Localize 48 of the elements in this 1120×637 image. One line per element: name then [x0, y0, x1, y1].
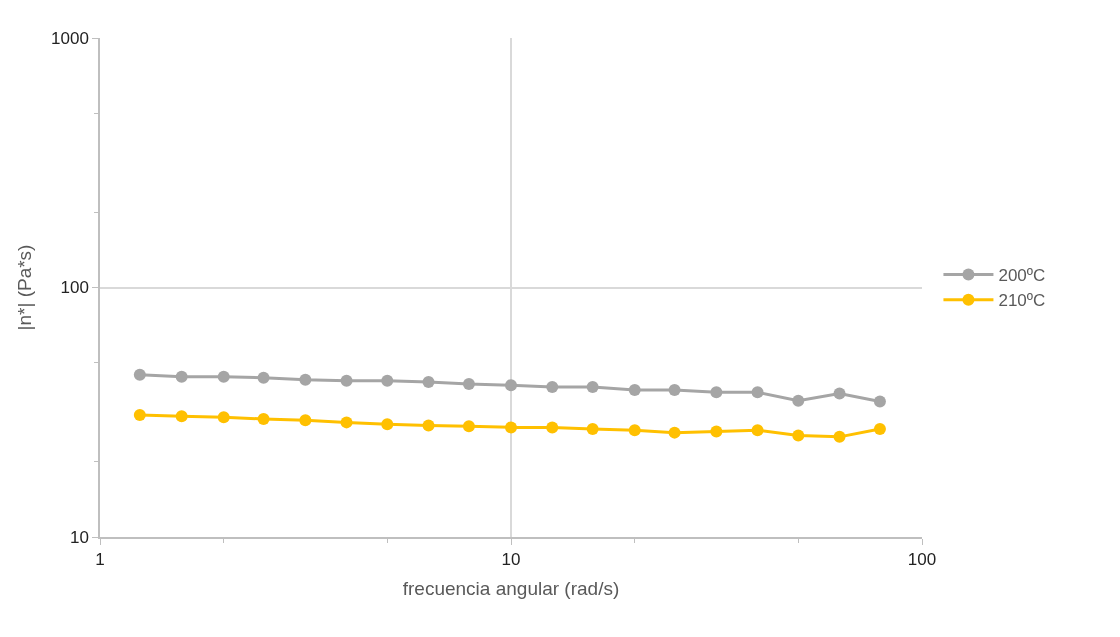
point: [133, 409, 146, 422]
point: [833, 430, 846, 443]
x-axis-title: frecuencia angular (rad/s): [402, 578, 620, 600]
point: [299, 414, 312, 427]
point: [710, 386, 723, 399]
point: [751, 386, 764, 399]
y-tick-label: 100: [60, 278, 89, 298]
point: [751, 424, 764, 437]
point: [217, 411, 230, 424]
point: [873, 395, 886, 408]
point: [586, 422, 599, 435]
x-tick-label: 100: [907, 550, 937, 570]
x-tick-label: 10: [501, 550, 521, 570]
point: [873, 422, 886, 435]
point: [628, 424, 641, 437]
point: [299, 373, 312, 386]
point: [505, 379, 517, 392]
point: [792, 394, 805, 407]
point: [668, 384, 681, 397]
legend-label: 210ºC: [998, 291, 1046, 311]
point: [422, 376, 435, 389]
y-axis-title: |n*| (Pa*s): [14, 244, 36, 331]
point: [586, 381, 599, 394]
point: [422, 419, 435, 432]
point: [217, 370, 230, 383]
point: [340, 416, 353, 429]
point: [546, 381, 559, 394]
point: [668, 426, 681, 439]
point: [833, 387, 846, 400]
point: [505, 421, 517, 434]
point: [175, 410, 188, 423]
point: [381, 374, 394, 387]
point: [628, 384, 641, 397]
point: [133, 368, 146, 381]
point: [257, 413, 270, 426]
point: [462, 378, 475, 391]
point: [340, 374, 353, 387]
x-tick-label: 1: [95, 550, 105, 570]
legend-label: 200ºC: [998, 266, 1046, 286]
point: [710, 425, 723, 438]
point: [792, 429, 805, 442]
y-tick-label: 1000: [51, 28, 89, 48]
y-tick-label: 10: [69, 527, 89, 547]
point: [381, 418, 394, 431]
point: [462, 420, 475, 433]
point: [175, 370, 188, 383]
point: [257, 371, 270, 384]
point: [546, 421, 559, 434]
